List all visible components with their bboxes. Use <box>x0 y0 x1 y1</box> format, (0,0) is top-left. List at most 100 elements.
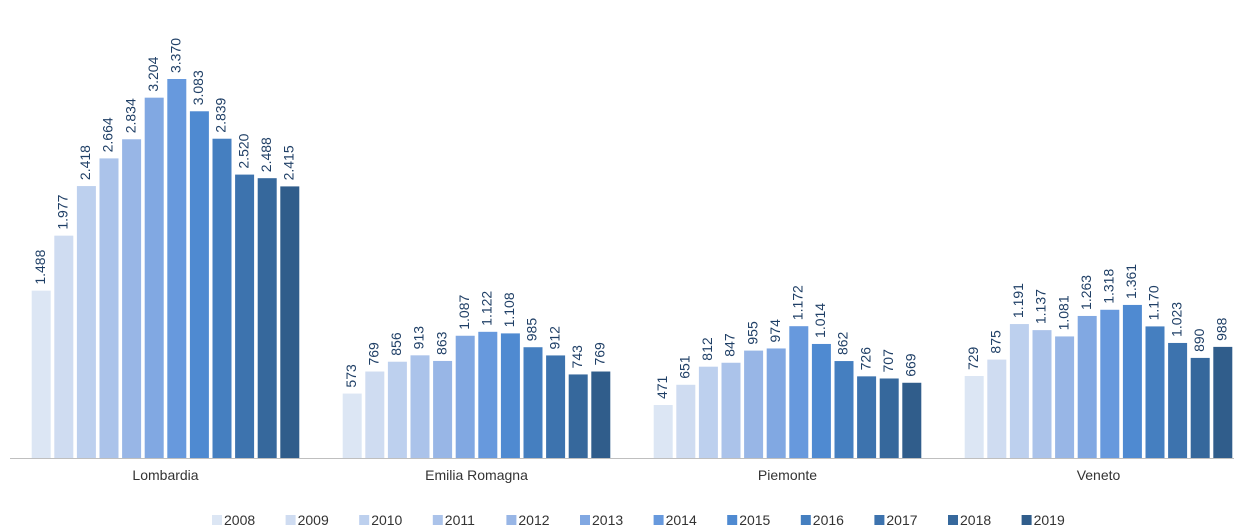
bar <box>698 366 718 458</box>
value-label: 890 <box>1191 328 1207 352</box>
legend-label: 2016 <box>813 512 844 528</box>
legend-swatch <box>285 515 296 525</box>
legend-label: 2019 <box>1034 512 1065 528</box>
value-label: 912 <box>546 326 562 350</box>
bar <box>433 360 453 458</box>
value-label: 3.370 <box>168 38 184 73</box>
value-label: 729 <box>965 346 981 370</box>
value-label: 856 <box>388 332 404 356</box>
bar <box>280 186 300 458</box>
value-label: 1.137 <box>1033 289 1049 324</box>
legend-label: 2011 <box>445 512 475 528</box>
bar <box>568 374 588 458</box>
bar <box>1168 342 1188 458</box>
bar <box>144 97 164 458</box>
bar <box>744 350 764 458</box>
legend-swatch <box>580 515 590 525</box>
bar <box>1055 336 1075 458</box>
bar <box>964 376 984 458</box>
legend-swatch <box>359 515 370 525</box>
bar <box>365 371 385 458</box>
bar <box>902 382 922 458</box>
value-label: 863 <box>433 331 449 355</box>
bar <box>31 290 51 458</box>
bar <box>546 355 566 458</box>
bar <box>99 158 119 459</box>
bar <box>857 376 877 458</box>
legend-swatch <box>506 515 517 525</box>
bar <box>478 331 498 458</box>
legend-label: 2015 <box>739 512 770 528</box>
value-label: 875 <box>988 330 1004 354</box>
legend-label: 2009 <box>298 512 329 528</box>
bar <box>1009 324 1029 458</box>
x-tick-label: Veneto <box>1077 467 1121 483</box>
value-label: 3.083 <box>190 70 206 105</box>
bar <box>591 371 611 458</box>
bar <box>342 393 362 458</box>
bar <box>1122 304 1142 458</box>
bar <box>410 355 430 458</box>
value-label: 812 <box>699 337 715 361</box>
legend-swatch <box>212 515 222 525</box>
legend-swatch <box>874 515 885 525</box>
legend-swatch <box>800 515 811 525</box>
value-label: 955 <box>744 321 760 345</box>
value-label: 3.204 <box>145 56 161 91</box>
bar <box>500 333 520 458</box>
legend-label: 2013 <box>592 512 623 528</box>
value-label: 2.664 <box>100 117 116 152</box>
value-label: 471 <box>654 375 670 399</box>
value-label: 1.014 <box>812 303 828 338</box>
bar <box>1077 315 1097 458</box>
bar <box>387 361 407 458</box>
bar <box>122 139 142 458</box>
x-tick-label: Piemonte <box>758 467 817 483</box>
value-label: 847 <box>722 333 738 357</box>
bar <box>1145 326 1165 458</box>
value-label: 913 <box>411 326 427 350</box>
value-label: 974 <box>767 319 783 343</box>
bar <box>257 178 277 458</box>
bar <box>721 362 741 458</box>
bar <box>766 348 786 458</box>
bar <box>879 378 899 458</box>
value-label: 1.191 <box>1010 283 1026 318</box>
value-label: 1.263 <box>1078 275 1094 310</box>
value-label: 1.122 <box>479 291 495 326</box>
value-label: 2.418 <box>77 145 93 180</box>
value-label: 726 <box>857 347 873 371</box>
value-label: 1.170 <box>1146 285 1162 320</box>
bar <box>653 405 673 458</box>
bar <box>1213 346 1233 458</box>
bar <box>76 186 96 458</box>
value-label: 1.108 <box>501 292 517 327</box>
value-label: 2.834 <box>122 98 138 133</box>
value-label: 2.415 <box>281 145 297 180</box>
bar <box>1100 309 1120 458</box>
value-label: 769 <box>366 342 382 366</box>
legend-swatch <box>432 515 443 525</box>
legend-label: 2017 <box>886 512 917 528</box>
bar <box>987 359 1007 458</box>
value-label: 669 <box>903 353 919 377</box>
bar <box>1190 357 1210 458</box>
value-label: 1.081 <box>1055 295 1071 330</box>
value-label: 1.488 <box>32 249 48 284</box>
value-label: 1.318 <box>1101 269 1117 304</box>
value-label: 573 <box>343 364 359 388</box>
value-label: 707 <box>880 349 896 373</box>
value-label: 2.520 <box>235 133 251 168</box>
value-label: 1.172 <box>790 285 806 320</box>
bar <box>189 111 209 458</box>
bar <box>455 335 475 458</box>
bar <box>676 384 696 458</box>
value-label: 988 <box>1214 317 1230 341</box>
value-label: 769 <box>592 342 608 366</box>
legend-swatch <box>727 515 738 525</box>
value-label: 743 <box>569 345 585 369</box>
bar <box>523 347 543 458</box>
value-label: 651 <box>677 355 693 379</box>
legend-swatch <box>1021 515 1032 525</box>
